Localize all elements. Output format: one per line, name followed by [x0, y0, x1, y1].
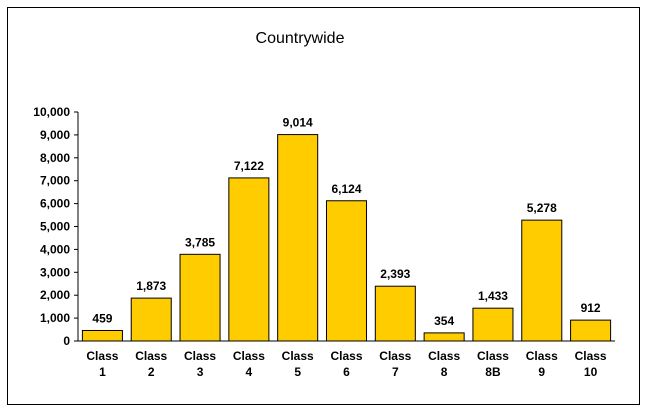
chart-title: Countrywide [256, 30, 345, 47]
x-tick-label: Class 2 [135, 349, 167, 379]
y-tick-label: 1,000 [40, 311, 70, 325]
data-label: 3,785 [185, 235, 215, 249]
data-label: 7,122 [234, 159, 264, 173]
x-tick-label: Class 10 [575, 349, 607, 379]
bar [325, 200, 368, 342]
bar [423, 332, 465, 342]
data-label: 5,278 [527, 201, 557, 215]
y-tick-label: 0 [63, 334, 70, 348]
data-label: 459 [92, 311, 112, 325]
x-tick-label: Class 8B [477, 349, 509, 379]
bar [374, 285, 416, 342]
x-tick-label: Class 8 [428, 349, 460, 379]
y-tick-label: 2,000 [40, 288, 70, 302]
data-label: 1,433 [478, 289, 508, 303]
data-label: 6,124 [331, 182, 361, 196]
y-tick-label: 3,000 [40, 265, 70, 279]
data-label: 912 [581, 301, 601, 315]
data-label: 354 [434, 314, 454, 328]
x-tick-label: Class 3 [184, 349, 216, 379]
x-tick-label: Class 1 [86, 349, 118, 379]
bar [521, 219, 563, 342]
bar [277, 134, 319, 342]
y-tick-label: 5,000 [40, 220, 70, 234]
bar [179, 253, 221, 342]
y-tick-label: 4,000 [40, 242, 70, 256]
bar [570, 319, 612, 342]
bar [130, 297, 172, 342]
x-tick-label: Class 6 [330, 349, 362, 379]
y-tick-label: 6,000 [40, 197, 70, 211]
y-tick-label: 8,000 [40, 151, 70, 165]
data-label: 1,873 [136, 279, 166, 293]
bar [81, 329, 123, 342]
y-tick-label: 7,000 [40, 174, 70, 188]
x-tick-label: Class 9 [526, 349, 558, 379]
bar [228, 177, 270, 342]
y-tick-label: 9,000 [40, 128, 70, 142]
data-label: 9,014 [283, 116, 313, 130]
x-tick-label: Class 5 [282, 349, 314, 379]
x-tick-label: Class 4 [233, 349, 265, 379]
bar [472, 307, 514, 342]
data-label: 2,393 [380, 267, 410, 281]
y-tick-label: 10,000 [33, 105, 70, 119]
x-tick-label: Class 7 [379, 349, 411, 379]
